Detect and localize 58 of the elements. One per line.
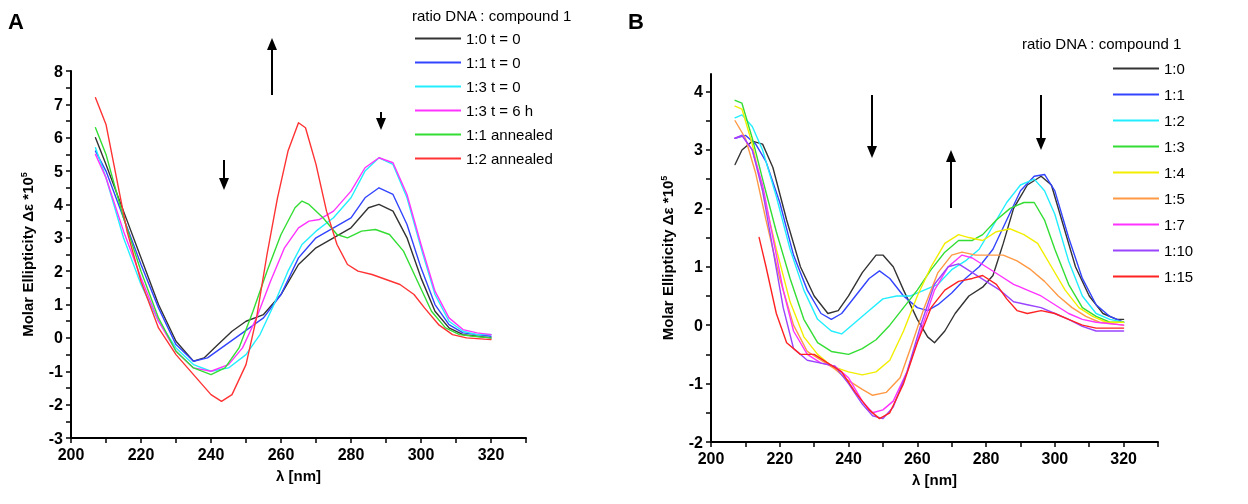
text: A [8, 8, 24, 34]
y-tick-label: 1 [694, 258, 704, 276]
x-tick-label: 220 [127, 445, 155, 463]
legend-label: 1:2 [1164, 112, 1185, 129]
legend-label: 1:3 [1164, 138, 1185, 155]
x-tick-label: 280 [972, 449, 1000, 467]
legend-label: 1:15 [1164, 268, 1194, 285]
x-tick-label: 260 [267, 445, 295, 463]
y-tick-label: 6 [54, 129, 64, 147]
legend-label: 1:4 [1164, 164, 1185, 181]
y-tick-label: 0 [54, 329, 64, 347]
legend-label: 1:0 [1164, 60, 1185, 77]
y-tick-label: 4 [54, 195, 64, 213]
x-tick-label: 240 [835, 449, 862, 467]
y-tick-label: -2 [688, 433, 704, 451]
x-tick-label: 300 [407, 445, 435, 463]
line-series [758, 236, 1125, 420]
x-tick-label: 320 [477, 445, 505, 463]
x-tick-label: 280 [337, 445, 365, 463]
legend-label: 1:1 t = 0 [466, 54, 521, 71]
x-tick-label: 200 [697, 449, 725, 467]
y-tick-label: 7 [54, 95, 64, 113]
x-tick-label: 240 [197, 445, 225, 463]
y-tick-label: 1 [54, 296, 64, 314]
y-tick-label: 0 [694, 316, 704, 334]
legend-label: 1:7 [1164, 216, 1185, 233]
legend-label: 1:1 annealed [466, 126, 553, 143]
legend-title: ratio DNA : compound 1 [412, 7, 572, 24]
x-axis-title: λ [nm] [912, 471, 957, 488]
y-tick-label: -1 [48, 362, 64, 380]
legend-label: 1:0 t = 0 [466, 30, 521, 47]
y-axis-title: Molar Ellipticity Δε *105 [18, 172, 36, 337]
y-tick-label: -3 [48, 429, 64, 447]
y-tick-label: 3 [694, 141, 704, 159]
legend-label: 1:10 [1164, 242, 1194, 259]
legend-label: 1:2 annealed [466, 150, 553, 167]
y-tick-label: 3 [54, 229, 64, 247]
line-series [94, 96, 492, 402]
y-tick-label: 2 [54, 262, 64, 280]
y-tick-label: 8 [54, 62, 64, 80]
legend-label: 1:5 [1164, 190, 1185, 207]
y-tick-label: -1 [688, 375, 704, 393]
y-tick-label: 5 [54, 162, 64, 180]
legend-label: 1:3 t = 0 [466, 78, 521, 95]
y-tick-label: 4 [694, 83, 704, 101]
y-tick-label: -2 [48, 396, 64, 414]
x-axis-title: λ [nm] [276, 467, 321, 484]
x-tick-label: 320 [1110, 449, 1138, 467]
legend-label: 1:3 t = 6 h [466, 102, 534, 119]
x-tick-label: 200 [57, 445, 85, 463]
y-axis-title: Molar Ellipticity Δε *105 [658, 175, 676, 341]
text: B [628, 8, 644, 34]
x-tick-label: 260 [903, 449, 931, 467]
legend-label: 1:1 [1164, 86, 1185, 103]
x-tick-label: 220 [766, 449, 794, 467]
x-tick-label: 300 [1041, 449, 1069, 467]
y-tick-label: 2 [694, 199, 704, 217]
legend-title: ratio DNA : compound 1 [1022, 35, 1182, 52]
